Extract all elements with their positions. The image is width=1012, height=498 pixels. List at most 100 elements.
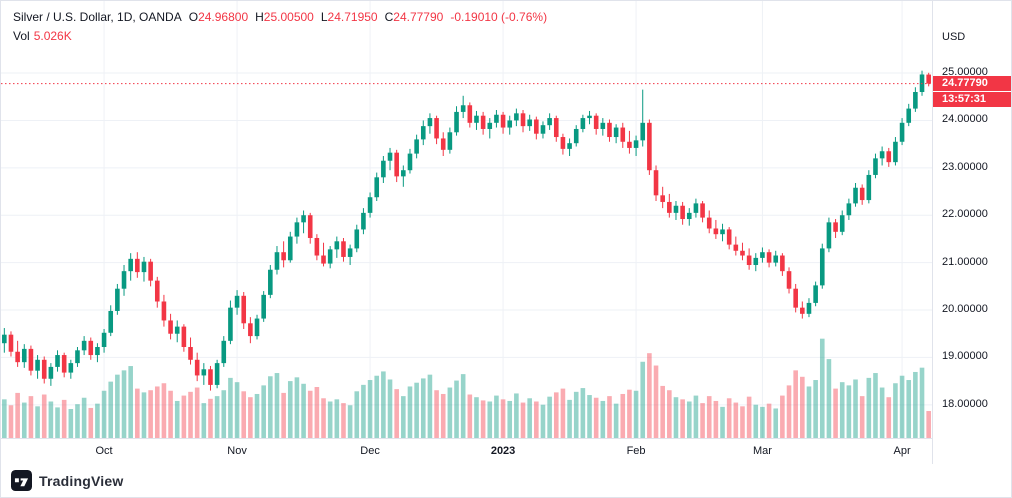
candle	[154, 276, 160, 308]
volume-bar	[520, 402, 526, 438]
candle	[248, 317, 253, 344]
chart-pane[interactable]: Silver / U.S. Dollar, 1D, OANDA O24.96800…	[1, 1, 932, 438]
candle	[580, 114, 586, 133]
candle	[241, 292, 247, 329]
candle	[21, 344, 27, 368]
volume-bar	[161, 383, 167, 438]
candle	[640, 89, 646, 147]
volume-bar	[866, 377, 872, 438]
volume-bar	[307, 390, 313, 438]
candle	[527, 114, 532, 131]
candle	[194, 352, 200, 382]
candle	[401, 165, 406, 187]
volume-bar	[667, 390, 672, 438]
volume-bar	[394, 389, 399, 438]
candle	[800, 301, 805, 319]
volume-bar	[507, 400, 513, 438]
candle	[214, 359, 220, 389]
candle	[81, 336, 87, 356]
candle	[500, 111, 506, 134]
volume-bar	[500, 399, 506, 438]
volume-bar	[514, 393, 519, 438]
candle	[813, 281, 818, 307]
volume-bar	[407, 386, 413, 438]
volume-bar	[427, 374, 433, 438]
volume-bar	[853, 379, 858, 438]
volume-bar	[2, 399, 7, 438]
volume-bar	[527, 398, 532, 438]
candle	[627, 130, 632, 154]
volume-bar	[766, 403, 772, 438]
volume-bar	[846, 385, 852, 438]
candle	[653, 165, 659, 202]
candle	[201, 363, 207, 385]
volume-bar	[613, 403, 619, 438]
volume-bar	[81, 397, 87, 438]
candle	[135, 252, 140, 278]
price-axis-label: 22.00000	[942, 208, 988, 221]
volume-bar	[401, 396, 406, 438]
candle	[913, 87, 918, 112]
volume-bar	[181, 395, 187, 438]
candle	[760, 247, 765, 263]
volume-bar	[95, 403, 100, 438]
volume-bar	[208, 398, 213, 438]
candle	[281, 241, 286, 268]
volume-bar	[733, 402, 739, 438]
ohlc-open: O24.96800	[188, 10, 249, 24]
symbol-title[interactable]: Silver / U.S. Dollar, 1D, OANDA	[13, 10, 182, 24]
volume-bar	[128, 366, 133, 438]
volume-bar	[327, 401, 333, 438]
candle	[48, 363, 54, 386]
volume-bar	[274, 373, 280, 438]
candle	[793, 283, 798, 313]
time-axis-label: Apr	[893, 445, 911, 457]
candle	[620, 122, 626, 148]
volume-bar	[261, 385, 266, 438]
candle	[613, 124, 619, 144]
candle	[859, 184, 865, 205]
candle	[833, 219, 838, 238]
volume-bar	[813, 380, 818, 438]
volume-bar	[61, 399, 67, 438]
candle	[414, 134, 419, 159]
tradingview-logo[interactable]: TradingView	[11, 470, 123, 491]
candle	[786, 267, 792, 294]
volume-bar	[414, 382, 419, 438]
candle	[667, 193, 672, 218]
price-axis-label: 25.00000	[942, 66, 988, 79]
candle	[440, 132, 446, 156]
volume-bar	[480, 400, 486, 438]
time-axis-label: Feb	[626, 445, 646, 457]
volume-bar	[873, 373, 878, 438]
time-axis[interactable]: Oct Nov Dec 2023 Feb Mar Apr	[1, 438, 932, 464]
price-axis-label: 23.00000	[942, 160, 988, 173]
volume-bar	[108, 381, 114, 438]
volume-bar	[547, 396, 552, 438]
volume-bar	[746, 396, 752, 438]
candle	[720, 223, 725, 242]
legend-row-main: Silver / U.S. Dollar, 1D, OANDA O24.96800…	[13, 9, 547, 26]
candle	[168, 313, 173, 340]
volume-bar	[580, 388, 586, 438]
volume-bar	[780, 395, 785, 438]
volume-bar	[567, 399, 572, 438]
candle	[454, 106, 459, 136]
candlestick-chart-canvas[interactable]	[1, 1, 932, 438]
candle	[547, 113, 552, 130]
price-axis[interactable]: USD 24.77790 13:57:31 25.00000 24.00000 23…	[932, 1, 1011, 464]
candle	[673, 201, 679, 220]
candle	[8, 331, 14, 357]
volume-bar	[706, 396, 712, 438]
volume-bar	[367, 380, 373, 438]
candle	[680, 201, 685, 225]
price-axis-label: 20.00000	[942, 303, 988, 316]
candle	[208, 365, 213, 391]
volume-bar	[680, 399, 685, 438]
candle	[434, 115, 439, 145]
candle	[886, 147, 892, 167]
candle	[587, 110, 592, 125]
volume-bar	[919, 367, 925, 438]
volume-bar	[773, 408, 779, 438]
volume-layer	[2, 338, 931, 438]
